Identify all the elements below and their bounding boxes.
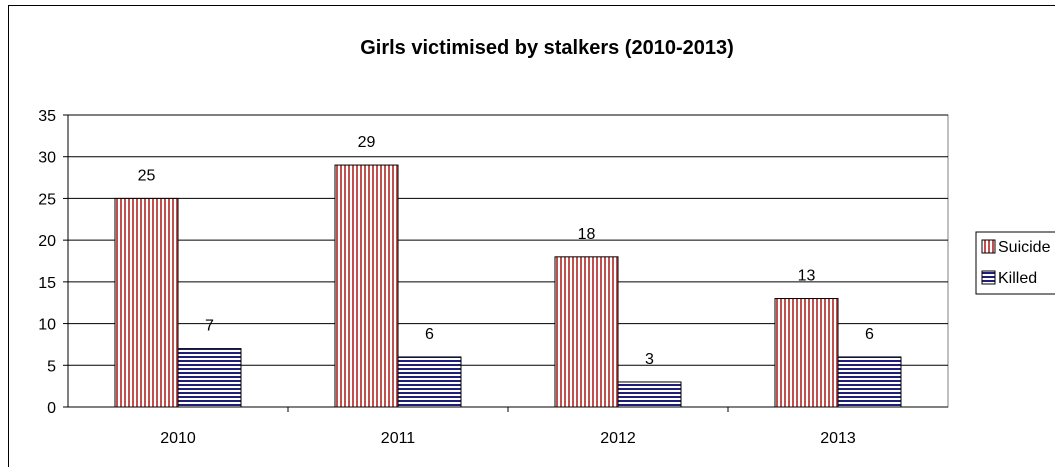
bar-killed	[397, 356, 462, 408]
x-tick-label: 2010	[160, 430, 196, 447]
data-label: 3	[645, 351, 654, 368]
x-tick-label: 2012	[600, 430, 636, 447]
legend-label-suicide: Suicide	[998, 239, 1051, 256]
y-tick-label: 5	[47, 358, 56, 375]
chart-title: Girls victimised by stalkers (2010-2013)	[360, 37, 734, 59]
y-tick-label: 25	[38, 191, 56, 208]
legend-swatch-killed	[981, 270, 996, 285]
bar-killed	[177, 348, 242, 408]
data-labels: 25 7 29 6 18 3 13 6	[138, 134, 874, 368]
x-tick-label: 2011	[381, 430, 416, 447]
legend: Suicide Killed	[975, 231, 1055, 295]
data-label: 6	[425, 326, 434, 343]
y-tick-label: 30	[38, 150, 56, 167]
bar-suicide	[554, 256, 619, 408]
y-tick-label: 15	[38, 275, 56, 292]
data-label: 13	[798, 268, 816, 285]
bar-suicide	[114, 197, 179, 408]
bars	[114, 164, 902, 408]
data-label: 6	[865, 326, 874, 343]
bar-killed	[837, 356, 902, 408]
y-tick-label: 10	[38, 317, 56, 334]
bar-suicide	[774, 298, 839, 408]
data-label: 29	[358, 134, 376, 151]
x-tick-label: 2013	[820, 430, 856, 447]
data-label: 25	[138, 167, 156, 184]
bar-killed	[617, 381, 682, 408]
data-label: 18	[578, 226, 596, 243]
y-tick-label: 20	[38, 233, 56, 250]
bar-suicide	[334, 164, 399, 408]
legend-label-killed: Killed	[998, 270, 1037, 287]
data-label: 7	[205, 318, 214, 335]
legend-swatch-suicide	[981, 239, 996, 254]
y-tick-label: 35	[38, 108, 56, 125]
chart-frame	[8, 5, 1055, 467]
y-tick-label: 0	[47, 400, 56, 417]
